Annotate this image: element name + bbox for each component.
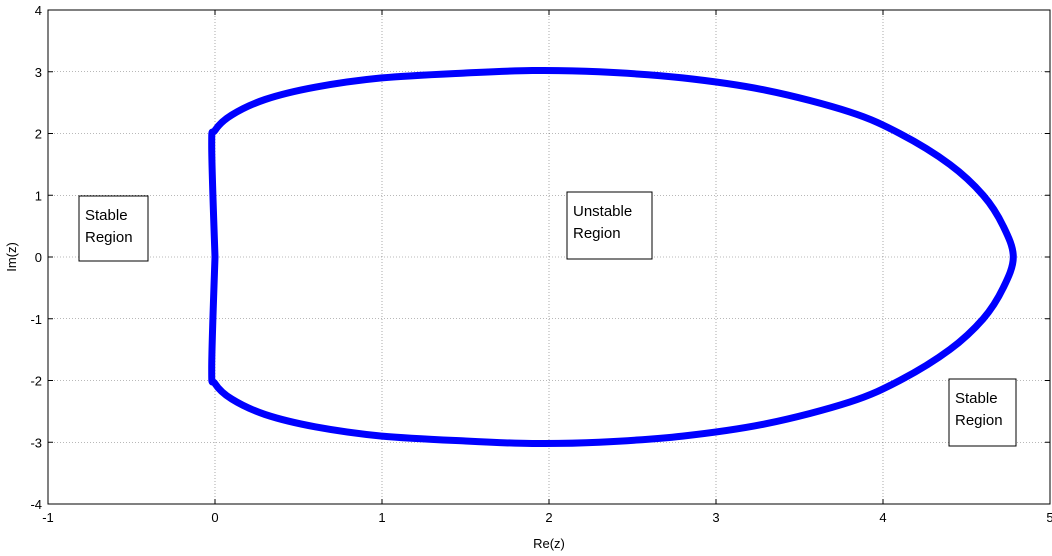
x-tick-label: 4 — [879, 510, 886, 525]
annotation-box: Unstable Region — [566, 191, 653, 260]
annotation-frame — [566, 191, 653, 260]
tick-marks: -1 0 1 2 3 4 5 -4 -3 -2 -1 0 1 2 3 4 — [30, 3, 1052, 525]
annotation-frame — [948, 378, 1017, 447]
annotation-box: Stable Region — [948, 378, 1017, 447]
y-tick-label: -1 — [30, 312, 42, 327]
y-tick-label: 4 — [35, 3, 42, 18]
annotation-text: Stable — [85, 207, 128, 224]
x-tick-label: 0 — [211, 510, 218, 525]
y-tick-label: -2 — [30, 374, 42, 389]
annotation-text: Unstable — [573, 203, 632, 220]
x-tick-label: 1 — [378, 510, 385, 525]
annotation-text: Region — [85, 229, 133, 246]
x-tick-label: 3 — [712, 510, 719, 525]
series-layer — [208, 66, 1017, 448]
annotations: Stable Region Unstable Region Stable Region — [78, 191, 1017, 447]
annotation-text: Stable — [955, 390, 998, 407]
y-axis-label: Im(z) — [4, 242, 19, 272]
y-tick-label: 1 — [35, 188, 42, 203]
series-line — [208, 66, 1017, 448]
x-tick-label: -1 — [42, 510, 54, 525]
x-tick-label: 5 — [1046, 510, 1052, 525]
y-tick-label: 2 — [35, 127, 42, 142]
annotation-text: Region — [573, 225, 621, 242]
annotation-text: Region — [955, 412, 1003, 429]
x-axis-label: Re(z) — [533, 536, 565, 551]
y-tick-label: 0 — [35, 250, 42, 265]
x-tick-label: 2 — [545, 510, 552, 525]
y-tick-label: -3 — [30, 435, 42, 450]
annotation-frame — [78, 195, 149, 262]
y-tick-label: -4 — [30, 497, 42, 512]
annotation-box: Stable Region — [78, 195, 149, 262]
y-tick-label: 3 — [35, 65, 42, 80]
